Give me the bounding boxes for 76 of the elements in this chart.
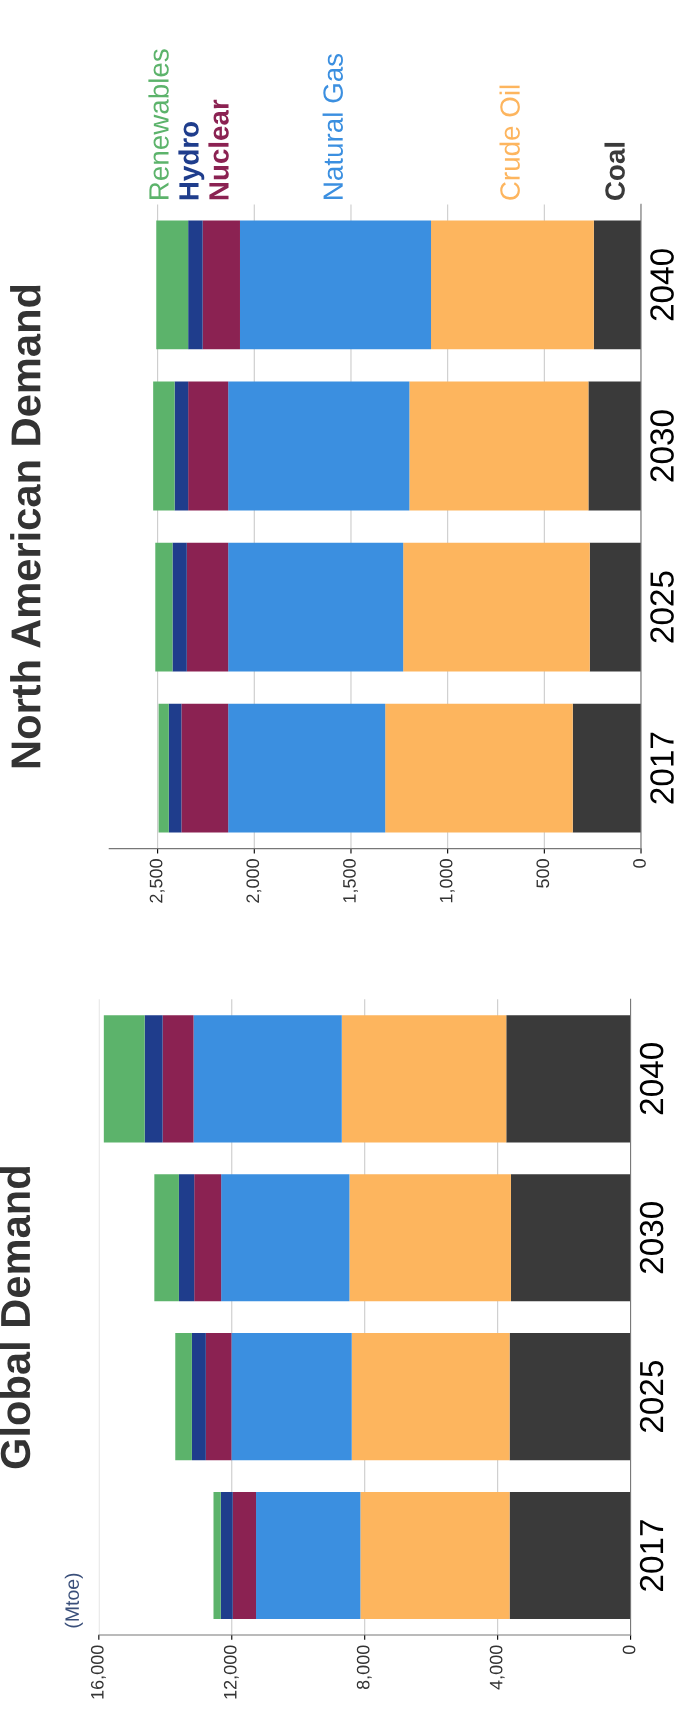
y-tick-label: 2017 [650, 732, 674, 804]
bar [231, 1333, 352, 1461]
bar [572, 703, 642, 833]
bar [232, 1491, 257, 1620]
bar [144, 1015, 163, 1143]
bar [403, 542, 590, 672]
text: Nuclear [208, 99, 229, 200]
bar [593, 220, 642, 350]
bar [175, 1333, 192, 1461]
text: Natural Gas [322, 53, 343, 199]
bar [589, 542, 642, 672]
bar [202, 220, 240, 350]
text: Crude Oil [499, 85, 520, 200]
bar [194, 1174, 222, 1302]
x-tick-label: 1,500 [343, 859, 358, 903]
text: Hydro [178, 121, 205, 200]
text: Renewables [148, 49, 169, 199]
y-tick-label: 2025 [639, 1360, 664, 1433]
y-tick-label: 2040 [639, 1043, 664, 1115]
x-tick-label: 1,000 [439, 859, 455, 903]
bar [103, 1015, 145, 1143]
y-tick-label: 2017 [639, 1520, 664, 1591]
bar [409, 381, 589, 511]
x-tick-label: 500 [536, 859, 550, 888]
bar [349, 1174, 511, 1302]
x-tick-label: 4,000 [489, 1645, 505, 1690]
bar [191, 1333, 206, 1461]
bar [221, 1174, 350, 1302]
text: Coal [604, 142, 625, 201]
bar [509, 1333, 631, 1461]
x-tick-label: 2,500 [149, 859, 165, 903]
bar [228, 542, 404, 672]
bar [156, 220, 189, 350]
x-tick-label: 0 [622, 1645, 636, 1655]
x-tick-label: 16,000 [90, 1645, 106, 1699]
bar [341, 1015, 507, 1143]
x-tick-label: 8,000 [356, 1645, 372, 1690]
bar [186, 542, 229, 672]
text: Global Demand [0, 1167, 31, 1469]
bar [155, 542, 173, 672]
bar [228, 381, 410, 511]
bar [178, 1174, 195, 1302]
bar [385, 703, 573, 833]
bar [506, 1015, 631, 1143]
y-tick-label: 2030 [650, 410, 674, 482]
bar [193, 1015, 342, 1143]
bar [168, 703, 182, 833]
x-tick-label: 0 [633, 859, 646, 868]
bar [188, 381, 229, 511]
y-tick-label: 2030 [639, 1201, 664, 1274]
bar [351, 1333, 510, 1461]
text: North American Demand [10, 285, 41, 768]
x-tick-label: 2,000 [246, 859, 262, 903]
bar [239, 220, 432, 350]
bar [509, 1491, 631, 1620]
bar [510, 1174, 631, 1302]
bar [174, 381, 189, 511]
bar [213, 1491, 221, 1620]
bar [256, 1491, 361, 1620]
bar [220, 1491, 233, 1620]
bar [154, 1174, 179, 1302]
bar [188, 220, 203, 350]
y-tick-label: 2025 [650, 571, 674, 643]
bar [205, 1333, 232, 1461]
bar [158, 703, 169, 833]
bar [228, 703, 386, 833]
bar [172, 542, 187, 672]
bar [360, 1491, 510, 1620]
y-axis-title: (Mtoe) [64, 1573, 83, 1628]
bar [181, 703, 229, 833]
x-tick-label: 12,000 [223, 1645, 239, 1699]
bar [153, 381, 175, 511]
y-tick-label: 2040 [650, 249, 674, 321]
bar [588, 381, 642, 511]
bar [162, 1015, 194, 1143]
bar [431, 220, 594, 350]
